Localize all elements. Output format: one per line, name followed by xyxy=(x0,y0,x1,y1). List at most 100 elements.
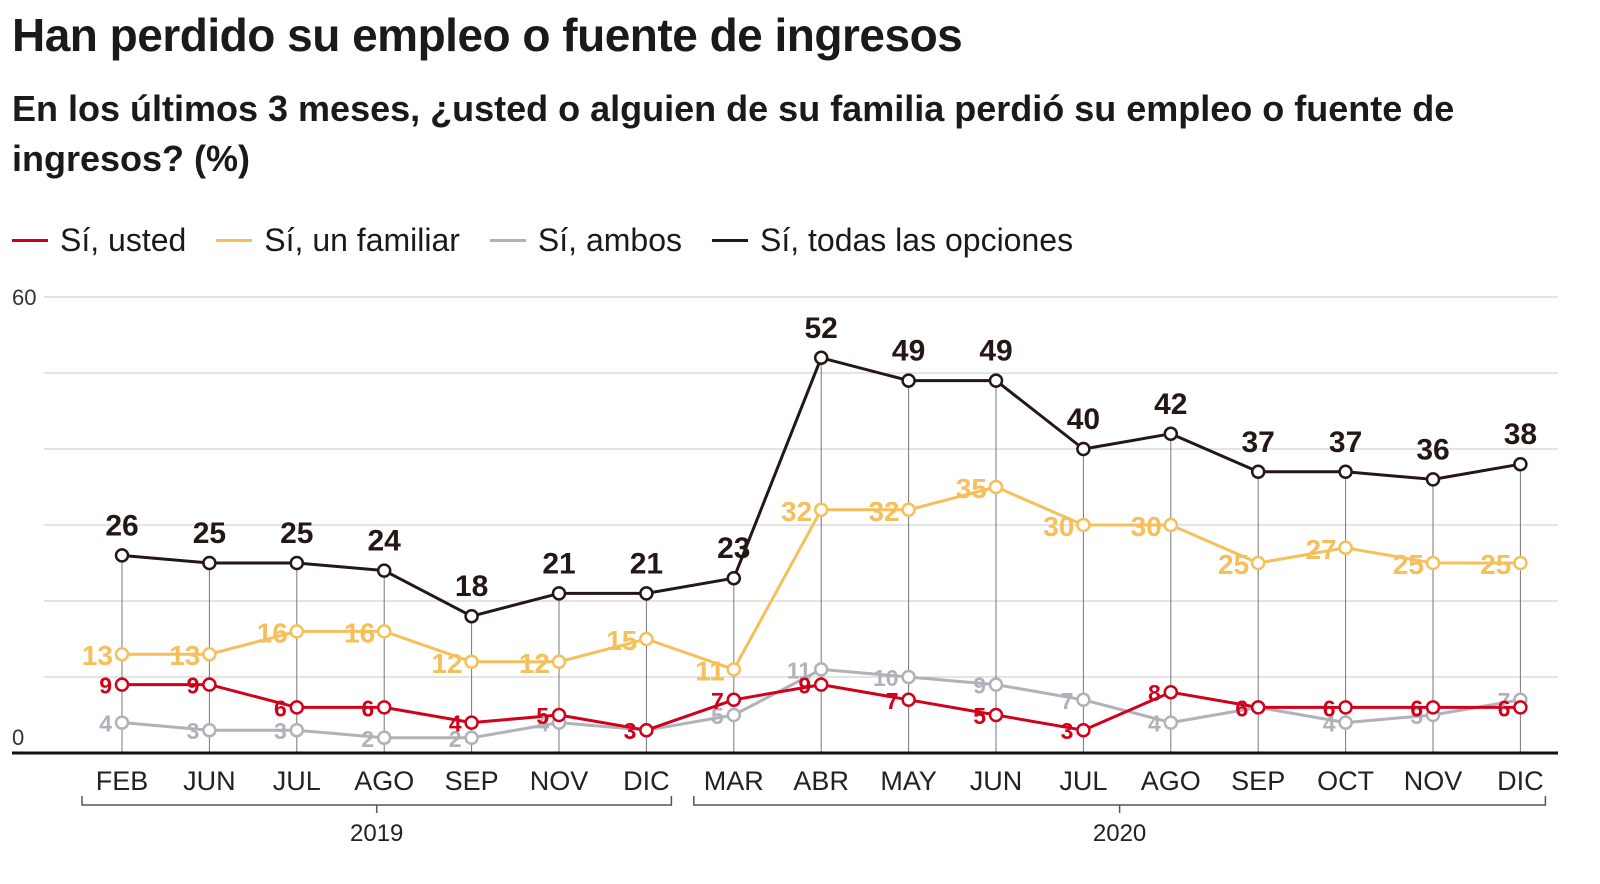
data-point xyxy=(901,669,916,685)
data-point xyxy=(1425,700,1441,715)
x-tick-label: MAR xyxy=(704,766,764,796)
data-label: 21 xyxy=(542,547,575,580)
data-label: 6 xyxy=(274,695,287,721)
data-label: 25 xyxy=(280,517,313,550)
data-point xyxy=(1076,441,1091,457)
legend-label-usted: Sí, usted xyxy=(60,222,187,258)
data-point xyxy=(813,677,829,692)
data-label: 6 xyxy=(1323,695,1336,721)
data-label: 25 xyxy=(193,517,226,550)
data-point xyxy=(289,555,305,571)
data-label: 26 xyxy=(105,509,138,542)
data-point xyxy=(1076,692,1091,708)
data-point xyxy=(1338,700,1353,715)
data-label: 9 xyxy=(99,673,112,699)
data-point xyxy=(1338,540,1353,556)
data-point xyxy=(1076,517,1091,533)
y-tick-label: 60 xyxy=(12,285,36,310)
data-label: 32 xyxy=(781,496,812,527)
data-point xyxy=(289,722,305,738)
data-point xyxy=(114,548,130,563)
y-tick-label: 0 xyxy=(12,725,24,750)
legend-swatch-usted xyxy=(12,239,48,242)
data-point xyxy=(726,707,742,723)
legend-item-todas: Sí, todas las opciones xyxy=(711,222,1073,259)
data-label: 6 xyxy=(1235,695,1248,721)
data-point xyxy=(813,502,829,518)
data-label: 27 xyxy=(1305,534,1336,565)
legend-item-ambos: Sí, ambos xyxy=(489,222,682,259)
data-point xyxy=(726,570,742,586)
legend-item-usted: Sí, usted xyxy=(12,222,186,259)
data-label: 6 xyxy=(1410,695,1423,721)
data-point xyxy=(726,662,742,677)
data-point xyxy=(988,479,1004,495)
x-tick-label: NOV xyxy=(530,766,589,796)
x-tick-label: MAY xyxy=(880,766,937,796)
data-label: 6 xyxy=(1235,695,1248,721)
data-label: 7 xyxy=(886,688,899,714)
data-point xyxy=(1163,426,1179,442)
data-label: 6 xyxy=(361,695,374,721)
x-tick-label: FEB xyxy=(96,766,149,796)
year-label: 2019 xyxy=(350,820,403,847)
data-point xyxy=(551,586,567,601)
data-point xyxy=(639,586,654,601)
data-point xyxy=(114,677,130,692)
data-label: 8 xyxy=(1148,680,1161,706)
data-point xyxy=(1250,700,1266,715)
x-tick-label: JUN xyxy=(183,766,236,796)
data-label: 4 xyxy=(536,711,549,737)
data-label: 40 xyxy=(1067,403,1100,436)
legend-item-familiar: Sí, un familiar xyxy=(216,222,460,259)
year-bracket xyxy=(693,796,1547,813)
x-tick-label: DIC xyxy=(1497,766,1544,796)
data-point xyxy=(813,662,829,677)
data-point xyxy=(551,654,567,670)
data-label: 15 xyxy=(606,625,637,656)
data-point xyxy=(1425,555,1441,571)
x-tick-label: DIC xyxy=(623,766,670,796)
data-point xyxy=(1076,722,1091,738)
data-label: 30 xyxy=(1131,511,1162,542)
data-label: 37 xyxy=(1329,426,1362,459)
data-point xyxy=(1163,715,1179,730)
data-label: 12 xyxy=(431,648,462,679)
data-label: 21 xyxy=(630,547,663,580)
data-label: 23 xyxy=(717,532,750,565)
data-label: 4 xyxy=(449,711,462,737)
x-tick-label: JUL xyxy=(273,766,321,796)
legend-label-ambos: Sí, ambos xyxy=(537,222,682,258)
data-point xyxy=(988,707,1004,723)
data-point xyxy=(901,692,916,708)
data-point xyxy=(202,646,217,662)
data-point xyxy=(1163,517,1179,533)
data-label: 7 xyxy=(711,688,724,714)
data-point xyxy=(376,730,392,746)
data-label: 5 xyxy=(536,703,549,729)
x-tick-label: ABR xyxy=(793,766,849,796)
data-label: 5 xyxy=(1410,703,1423,729)
data-label: 3 xyxy=(624,718,637,744)
data-point xyxy=(1338,715,1353,730)
legend-label-familiar: Sí, un familiar xyxy=(264,222,460,258)
data-point xyxy=(1513,456,1528,472)
data-label: 37 xyxy=(1242,426,1275,459)
data-label: 12 xyxy=(519,648,550,679)
data-point xyxy=(1338,464,1353,480)
data-point xyxy=(1163,684,1179,700)
data-label: 11 xyxy=(695,655,725,686)
legend: Sí, usted Sí, un familiar Sí, ambos Sí, … xyxy=(12,222,1103,259)
data-label: 13 xyxy=(82,640,113,671)
data-label: 2 xyxy=(449,726,462,752)
data-point xyxy=(1250,555,1266,571)
data-label: 24 xyxy=(368,525,402,558)
data-label: 6 xyxy=(1498,695,1511,721)
data-point xyxy=(289,700,305,715)
data-point xyxy=(114,646,130,662)
x-tick-label: AGO xyxy=(1141,766,1201,796)
data-label: 3 xyxy=(274,718,287,744)
data-point xyxy=(1513,700,1528,715)
data-point xyxy=(551,707,567,723)
data-label: 16 xyxy=(257,617,288,648)
